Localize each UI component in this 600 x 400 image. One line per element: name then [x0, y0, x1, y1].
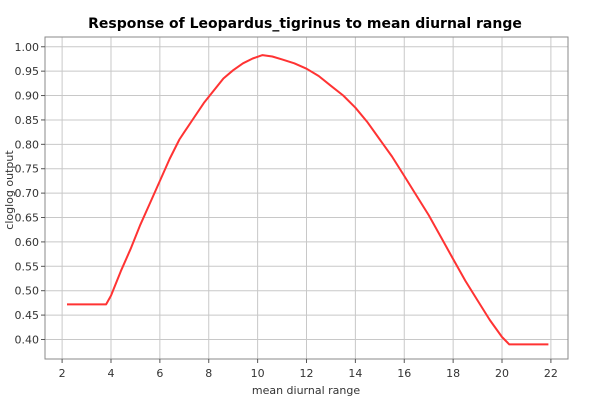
y-tick-label: 0.40	[15, 333, 40, 346]
y-tick-label: 0.65	[15, 212, 40, 225]
y-tick-label: 0.60	[15, 236, 40, 249]
x-tick-label: 14	[348, 367, 362, 380]
x-tick-label: 6	[156, 367, 163, 380]
chart-title: Response of Leopardus_tigrinus to mean d…	[88, 16, 522, 32]
y-tick-label: 0.85	[15, 114, 40, 127]
x-tick-label: 12	[300, 367, 314, 380]
y-tick-label: 0.45	[15, 309, 40, 322]
y-tick-label: 0.95	[15, 65, 40, 78]
grid-lines	[45, 37, 568, 359]
y-tick-label: 0.75	[15, 163, 40, 176]
x-tick-label: 16	[397, 367, 411, 380]
y-axis: 0.40 0.45 0.50 0.55 0.60 0.65 0.70 0.75 0.80 0.85…	[15, 41, 45, 346]
x-tick-label: 22	[544, 367, 558, 380]
y-tick-label: 0.70	[15, 187, 40, 200]
x-tick-label: 10	[251, 367, 265, 380]
x-axis: 2 4 6 8 10 12 14 16 18 20 22	[59, 359, 558, 380]
y-tick-label: 0.55	[15, 260, 40, 273]
y-tick-label: 0.80	[15, 138, 40, 151]
x-tick-label: 2	[59, 367, 66, 380]
x-tick-label: 4	[107, 367, 114, 380]
series-layer	[67, 54, 549, 346]
x-axis-label: mean diurnal range	[252, 384, 361, 397]
y-tick-label: 1.00	[15, 41, 40, 54]
x-tick-label: 18	[446, 367, 460, 380]
y-tick-label: 0.90	[15, 90, 40, 103]
x-tick-label: 20	[495, 367, 509, 380]
x-tick-label: 8	[205, 367, 212, 380]
y-axis-label: cloglog output	[3, 150, 16, 230]
y-tick-label: 0.50	[15, 285, 40, 298]
response-curve-line	[67, 54, 549, 346]
